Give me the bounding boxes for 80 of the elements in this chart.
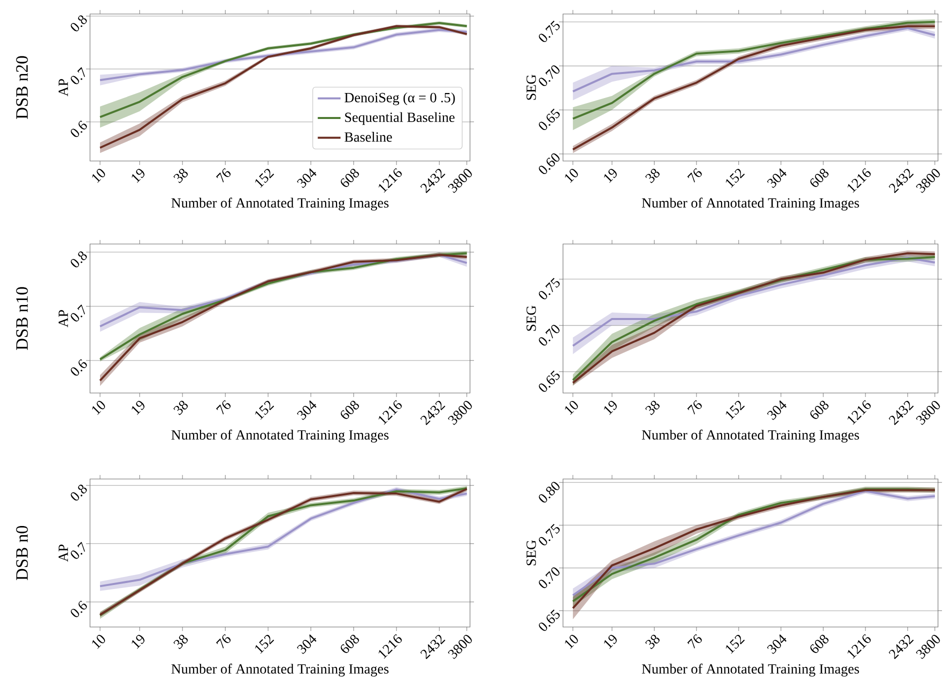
- x-tick-label: 38: [173, 634, 188, 650]
- legend-label: Sequential Baseline: [345, 112, 455, 125]
- y-tick-label: 0.6: [70, 359, 87, 376]
- y-tick-label: 0.8: [70, 484, 87, 501]
- x-tick-label: 304: [767, 168, 787, 188]
- x-axis-title: Number of Annotated Training Images: [171, 664, 388, 677]
- x-tick-label: 76: [687, 634, 702, 649]
- x-tick-label: 304: [296, 634, 316, 654]
- x-tick-label: 152: [726, 168, 745, 188]
- x-tick-label: 608: [340, 168, 359, 187]
- y-tick-label: 0.75: [538, 524, 560, 546]
- y-axis-title: AP: [58, 310, 68, 328]
- x-tick-label: 152: [726, 634, 745, 654]
- y-tick-label: 0.65: [538, 370, 560, 392]
- x-tick-label: 19: [604, 400, 617, 415]
- x-tick-label: 10: [92, 634, 106, 649]
- legend-label: Baseline: [344, 132, 392, 142]
- x-tick-label: 304: [296, 168, 316, 188]
- y-tick-label: 0.6: [70, 120, 87, 138]
- y-tick-label: 0.80: [538, 482, 560, 503]
- x-tick-label: 19: [132, 400, 144, 415]
- x-tick-label: 38: [645, 400, 660, 416]
- x-tick-label: 10: [92, 168, 106, 183]
- x-tick-label: 76: [216, 634, 231, 649]
- x-tick-label: 152: [255, 400, 274, 420]
- x-tick-label: 10: [565, 400, 578, 415]
- x-tick-label: 38: [645, 634, 660, 650]
- y-tick-label: 0.7: [70, 67, 85, 84]
- x-tick-label: 608: [810, 400, 829, 419]
- x-tick-label: 76: [687, 168, 702, 183]
- x-tick-label: 152: [255, 168, 274, 188]
- y-tick-label: 0.60: [538, 153, 560, 174]
- x-tick-label: 608: [340, 634, 359, 653]
- x-tick-label: 38: [173, 400, 188, 416]
- y-tick-label: 0.75: [538, 20, 560, 42]
- x-tick-label: 19: [604, 168, 617, 183]
- x-tick-label: 152: [726, 400, 745, 420]
- x-tick-label: 76: [216, 168, 231, 183]
- x-tick-label: 608: [810, 634, 829, 653]
- text: DSB n10: [16, 287, 28, 350]
- x-tick-label: 76: [687, 400, 702, 415]
- x-tick-label: 608: [340, 400, 359, 419]
- y-tick-label: 0.70: [538, 567, 560, 588]
- x-tick-label: 304: [296, 400, 316, 420]
- y-tick-label: 0.6: [70, 600, 87, 618]
- y-axis-title: SEG: [526, 74, 536, 100]
- y-tick-label: 0.70: [538, 324, 560, 346]
- y-axis-title: AP: [58, 544, 68, 562]
- y-tick-label: 0.65: [538, 108, 560, 130]
- x-tick-label: 152: [255, 634, 274, 654]
- y-axis-title: AP: [58, 79, 68, 96]
- x-tick-label: 19: [132, 168, 144, 183]
- y-tick-label: 0.65: [538, 609, 560, 631]
- y-tick-label: 0.8: [70, 251, 87, 268]
- x-tick-label: 304: [767, 400, 787, 420]
- x-tick-label: 38: [645, 168, 660, 184]
- x-axis-title: Number of Annotated Training Images: [642, 664, 859, 677]
- x-tick-label: 19: [132, 634, 144, 649]
- x-tick-label: 76: [216, 400, 231, 415]
- y-axis-title: SEG: [526, 540, 536, 566]
- x-tick-label: 608: [810, 168, 829, 187]
- y-tick-label: 0.7: [70, 542, 85, 559]
- x-tick-label: 10: [565, 168, 578, 183]
- x-tick-label: 10: [565, 634, 578, 649]
- y-tick-label: 0.75: [538, 278, 560, 300]
- x-tick-label: 19: [604, 634, 617, 649]
- y-tick-label: 0.7: [70, 304, 85, 322]
- x-tick-label: 10: [92, 400, 106, 415]
- x-tick-label: 304: [767, 634, 787, 654]
- y-axis-title: SEG: [526, 306, 536, 331]
- x-axis-title: Number of Annotated Training Images: [171, 430, 388, 443]
- x-tick-label: 38: [173, 168, 188, 184]
- y-tick-label: 0.70: [538, 65, 560, 86]
- legend-label: DenoiSeg (α = 0 .5): [344, 92, 455, 106]
- x-axis-title: Number of Annotated Training Images: [642, 430, 859, 443]
- text: DSB n20: [16, 56, 28, 120]
- x-axis-title: Number of Annotated Training Images: [171, 198, 388, 211]
- x-axis-title: Number of Annotated Training Images: [642, 198, 859, 211]
- text: DSB n0: [16, 526, 28, 580]
- y-tick-label: 0.8: [70, 15, 87, 32]
